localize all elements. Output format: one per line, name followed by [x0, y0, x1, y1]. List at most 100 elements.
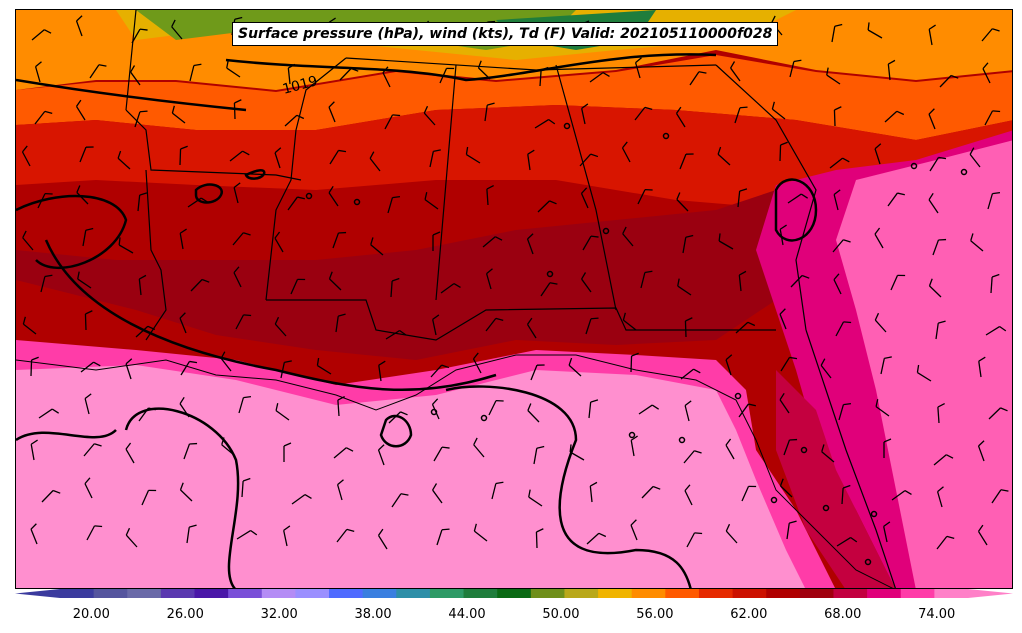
colorbar-extend-min	[15, 589, 60, 598]
wind-barb	[439, 67, 455, 84]
wind-barb	[821, 444, 835, 463]
colorbar-segment	[194, 589, 229, 598]
colorbar-segment	[833, 589, 868, 598]
wind-barb	[118, 237, 134, 254]
colorbar-tick-label: 74.00	[918, 607, 956, 622]
wind-barb	[991, 489, 1009, 504]
wind-barb	[978, 356, 986, 378]
wind-barb	[730, 61, 741, 82]
wind-barb	[880, 356, 892, 375]
wind-barb	[679, 153, 694, 170]
wind-barb	[977, 524, 988, 546]
wind-barb	[179, 312, 187, 334]
wind-barb	[485, 268, 493, 290]
wind-barb	[641, 485, 661, 499]
wind-barb	[187, 197, 209, 208]
wind-barb	[771, 101, 786, 120]
wind-barb	[841, 484, 851, 505]
isobars	[16, 53, 818, 588]
wind-barb	[329, 149, 347, 165]
wind-barb	[180, 360, 198, 376]
colorbar-segment	[396, 589, 431, 598]
wind-barb	[76, 185, 89, 205]
wind-barb	[630, 519, 638, 541]
wind-barb	[883, 521, 891, 543]
wind-barb	[30, 439, 38, 461]
wind-barb	[718, 233, 734, 250]
wind-barb	[684, 484, 693, 506]
wind-barb	[874, 143, 882, 165]
colorbar-segment	[900, 589, 935, 598]
wind-barb	[677, 278, 692, 296]
wind-barb	[987, 192, 1001, 210]
wind-barb	[141, 489, 157, 506]
wind-barb	[233, 182, 241, 204]
wind-barb	[430, 364, 450, 378]
wind-barb	[780, 356, 798, 372]
colorbar-segment	[295, 589, 330, 598]
wind-barb	[783, 438, 798, 456]
wind-barb	[38, 408, 60, 419]
wind-barb	[970, 233, 984, 252]
wind-barb	[369, 151, 381, 172]
state-boundaries	[125, 10, 896, 588]
wind-barb	[125, 442, 135, 464]
colorbar-tick-label: 56.00	[636, 607, 674, 622]
wind-barb	[985, 325, 1007, 336]
wind-barb	[829, 157, 850, 169]
wind-barb	[676, 192, 689, 212]
colorbar-segment	[60, 589, 95, 598]
wind-barb	[588, 399, 599, 419]
wind-barb	[916, 364, 932, 382]
wind-barb	[385, 329, 407, 340]
wind-barb	[135, 325, 156, 338]
colorbar-tick-label: 68.00	[824, 607, 862, 622]
wind-barb	[528, 489, 543, 507]
wind-barb	[779, 478, 793, 498]
wind-barb	[183, 442, 198, 460]
wind-barb	[275, 403, 290, 421]
wind-barb	[377, 528, 388, 550]
wind-barb	[884, 110, 905, 123]
colorbar-tick-label: 38.00	[354, 607, 392, 622]
wind-barb	[684, 400, 692, 422]
wind-barb	[86, 525, 103, 541]
wind-barb	[883, 438, 892, 458]
wind-barb	[981, 28, 1000, 42]
wind-barb	[484, 102, 495, 122]
wind-barb	[622, 226, 634, 247]
wind-barb	[190, 278, 210, 292]
wind-barb	[134, 110, 148, 128]
colorbar-segment	[228, 589, 263, 598]
wind-barb	[382, 66, 391, 88]
wind-barb	[236, 529, 258, 540]
wind-barb	[337, 395, 345, 417]
colorbar-segment	[631, 589, 666, 598]
wind-barb	[741, 485, 757, 502]
wind-barb	[440, 283, 461, 294]
wind-barb	[316, 357, 332, 375]
wind-barb	[179, 482, 193, 502]
wind-barb	[432, 314, 440, 336]
wind-barb	[77, 271, 92, 289]
wind-barb	[874, 227, 884, 249]
wind-barb	[935, 320, 946, 340]
wind-barb	[933, 454, 954, 466]
wind-barb	[131, 28, 148, 44]
wind-barb	[936, 535, 955, 550]
wind-barb	[21, 145, 31, 167]
wind-barb	[75, 15, 83, 37]
wind-barb	[937, 402, 945, 424]
wind-barb	[786, 520, 797, 540]
wind-barb	[833, 189, 841, 211]
wind-barb	[932, 238, 947, 256]
wind-barb	[220, 351, 232, 372]
wind-barb	[779, 224, 787, 246]
colorbar-tick-label: 44.00	[448, 607, 486, 622]
wind-barb	[826, 67, 841, 85]
wind-barb	[725, 438, 735, 460]
wind-barb	[589, 72, 610, 83]
wind-barb	[423, 105, 436, 126]
wind-barb	[30, 356, 39, 377]
wind-barb	[274, 316, 287, 337]
